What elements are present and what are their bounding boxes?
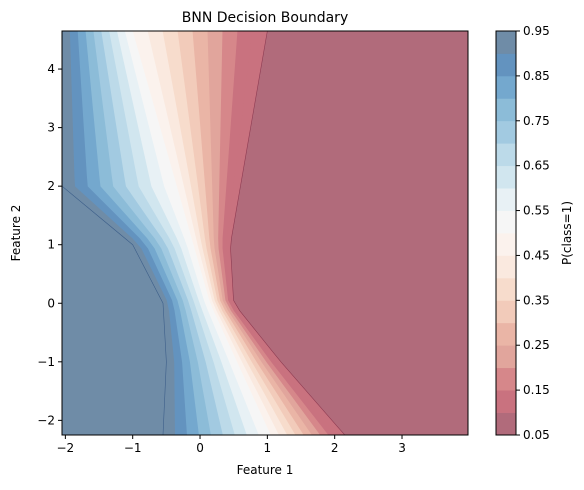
colorbar-segment [496,143,516,167]
colorbar-tick-label: 0.55 [523,204,550,218]
y-tick-label: 1 [47,238,55,252]
x-tick-label: −1 [124,441,142,455]
colorbar-axis: 0.05 0.15 0.25 0.35 0.45 0.55 0.65 0.75 0.85 0.95 [516,24,550,442]
colorbar-tick-label: 0.35 [523,293,550,307]
band-blue-saturated [62,31,167,435]
x-tick-label: 3 [398,441,406,455]
colorbar-tick-label: 0.75 [523,114,550,128]
y-axis: −2 −1 0 1 2 3 4 [37,62,62,427]
contour-plot-area [62,31,468,435]
colorbar-segment [496,210,516,234]
colorbar-tick-label: 0.25 [523,338,550,352]
contour-line-p05 [230,31,346,435]
x-tick-label: −2 [57,441,75,455]
y-axis-label: Feature 2 [9,205,23,262]
x-axis-label: Feature 1 [237,463,294,477]
y-tick-label: −2 [37,413,55,427]
colorbar-tick-label: 0.85 [523,69,550,83]
colorbar-segment [496,31,516,54]
colorbar [496,31,516,436]
colorbar-segment [496,53,516,77]
colorbar-segment [496,390,516,413]
colorbar-tick-label: 0.95 [523,24,550,38]
plot-frame [61,30,469,436]
x-tick-label: 2 [331,441,339,455]
x-tick-label: 0 [196,441,204,455]
colorbar-tick-label: 0.65 [523,159,550,173]
colorbar-tick-label: 0.45 [523,248,550,262]
colorbar-segment [496,233,516,256]
contour-line-p95 [62,185,167,435]
colorbar-tick-label: 0.05 [523,428,550,442]
colorbar-tick-label: 0.15 [523,383,550,397]
colorbar-segment [496,367,516,391]
colorbar-segment [496,277,516,301]
colorbar-segment [496,345,516,369]
colorbar-label: P(class=1) [560,201,574,265]
y-tick-label: 2 [47,179,55,193]
colorbar-segment [496,412,516,436]
y-tick-label: −1 [37,355,55,369]
colorbar-segment [496,98,516,122]
y-tick-label: 3 [47,121,55,135]
y-tick-label: 0 [47,296,55,310]
x-axis: −2 −1 0 1 2 3 [57,435,406,455]
colorbar-segment [496,165,516,189]
y-tick-label: 4 [47,62,55,76]
colorbar-segment [496,300,516,324]
colorbar-segment [496,120,516,144]
chart-title: BNN Decision Boundary [182,10,348,26]
colorbar-segment [496,75,516,99]
colorbar-segment [496,322,516,346]
colorbar-segment [496,188,516,211]
colorbar-frame [495,30,517,436]
x-tick-label: 1 [264,441,272,455]
colorbar-segment [496,255,516,279]
